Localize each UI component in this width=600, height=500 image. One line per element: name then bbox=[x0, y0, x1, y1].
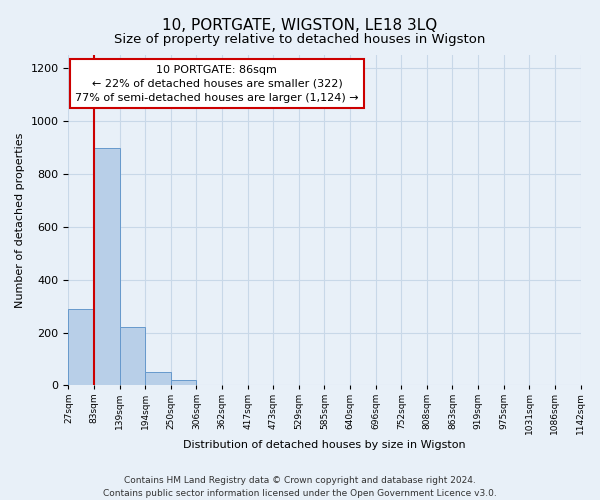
Bar bbox=[171, 380, 196, 386]
Bar bbox=[119, 327, 145, 386]
Bar bbox=[94, 148, 119, 386]
Y-axis label: Number of detached properties: Number of detached properties bbox=[15, 132, 25, 308]
X-axis label: Distribution of detached houses by size in Wigston: Distribution of detached houses by size … bbox=[183, 440, 466, 450]
Text: Contains HM Land Registry data © Crown copyright and database right 2024.
Contai: Contains HM Land Registry data © Crown c… bbox=[103, 476, 497, 498]
Text: Size of property relative to detached houses in Wigston: Size of property relative to detached ho… bbox=[115, 32, 485, 46]
Bar bbox=[68, 308, 94, 386]
Bar bbox=[145, 372, 171, 386]
Text: 10, PORTGATE, WIGSTON, LE18 3LQ: 10, PORTGATE, WIGSTON, LE18 3LQ bbox=[163, 18, 437, 32]
Text: 10 PORTGATE: 86sqm
← 22% of detached houses are smaller (322)
77% of semi-detach: 10 PORTGATE: 86sqm ← 22% of detached hou… bbox=[75, 65, 359, 103]
